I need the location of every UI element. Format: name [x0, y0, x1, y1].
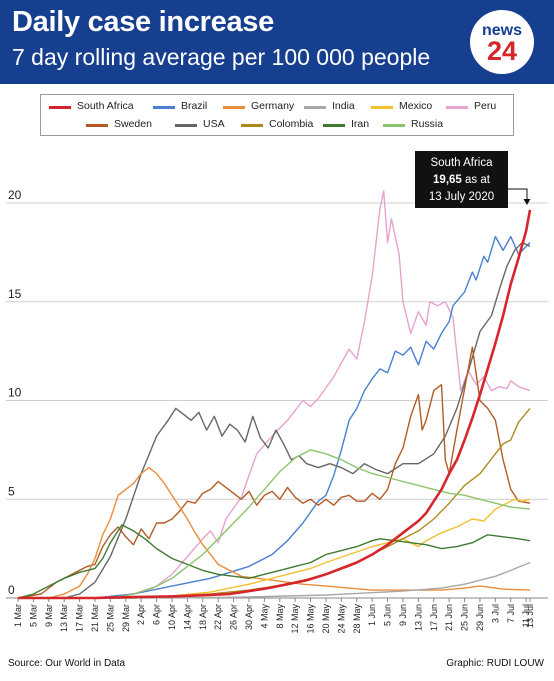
x-tick-label: 10 Apr	[167, 604, 177, 630]
x-tick-label: 25 Mar	[105, 604, 115, 632]
annotation-arrow-icon	[523, 199, 531, 205]
y-axis-ticks: 0 5 10 15 20	[8, 188, 22, 597]
header-banner: Daily case increase 7 day rolling averag…	[0, 0, 554, 84]
x-tick-label: 28 May	[352, 604, 362, 634]
y-tick-label: 10	[8, 386, 22, 400]
annotation-leader	[508, 188, 528, 200]
x-tick-label: 18 Apr	[198, 604, 208, 630]
x-tick-label: 1 Mar	[13, 604, 23, 627]
legend-label: Russia	[411, 118, 444, 130]
x-tick-label: 5 Jun	[383, 604, 393, 626]
x-tick-label: 7 Jul	[506, 604, 516, 623]
logo-text-top: news	[481, 22, 522, 39]
y-tick-label: 15	[8, 287, 22, 301]
y-tick-label: 5	[8, 484, 15, 498]
legend-label: USA	[203, 118, 225, 130]
annotation-value: 19,65	[433, 174, 462, 186]
series-line-usa	[18, 241, 531, 599]
series-line-india	[18, 561, 531, 599]
x-tick-label: 25 Jun	[460, 604, 470, 631]
x-tick-label: 11 Jul	[521, 604, 531, 627]
series-line-germany	[18, 466, 531, 599]
x-tick-label: 3 Jul	[490, 604, 500, 623]
x-tick-label: 6 Apr	[152, 604, 162, 625]
x-tick-label: 13 Mar	[59, 604, 69, 632]
x-tick-label: 13 Jul	[525, 604, 535, 628]
legend-swatch	[153, 106, 175, 109]
x-tick-label: 22 Apr	[213, 604, 223, 630]
page-title: Daily case increase	[12, 6, 274, 38]
series-lines	[17, 190, 532, 600]
x-tick-label: 17 Jun	[429, 604, 439, 631]
legend-swatch	[175, 124, 197, 127]
x-tick-label: 14 Apr	[182, 604, 192, 630]
annotation-callout: South Africa 19,65 as at 13 July 2020	[415, 151, 531, 208]
x-tick-label: 9 Jun	[398, 604, 408, 626]
logo-text-bottom: 24	[486, 36, 518, 66]
x-tick-label: 13 Jun	[413, 604, 423, 631]
x-tick-label: 29 Jun	[475, 604, 485, 631]
legend-label: Germany	[251, 100, 295, 112]
legend-label: Brazil	[181, 100, 208, 112]
legend-label: Peru	[474, 100, 497, 112]
series-line-sweden	[17, 346, 531, 599]
x-tick-label: 20 May	[321, 604, 331, 634]
news24-logo: news 24	[470, 10, 534, 74]
legend-swatch	[304, 106, 326, 109]
series-line-colombia	[18, 407, 531, 599]
x-tick-label: 17 Mar	[75, 604, 85, 632]
x-tick-label: 4 May	[259, 604, 269, 629]
legend-swatch	[86, 124, 108, 127]
series-line-peru	[18, 190, 531, 599]
x-tick-label: 8 May	[275, 604, 285, 629]
annotation-line-2: 19,65 as at	[433, 174, 491, 186]
x-tick-label: 2 Apr	[136, 604, 146, 625]
series-line-brazil	[18, 235, 531, 599]
y-tick-label: 20	[8, 188, 22, 202]
graphic-credit: Graphic: RUDI LOUW	[446, 658, 544, 669]
legend-swatch	[383, 124, 405, 127]
legend-label: Mexico	[399, 100, 433, 112]
legend-label: Sweden	[114, 118, 152, 130]
page-subtitle: 7 day rolling average per 100 000 people	[12, 44, 431, 70]
legend-swatch	[241, 124, 263, 127]
x-tick-label: 12 May	[290, 604, 300, 634]
chart-legend: South Africa Brazil Germany India Mexico…	[40, 94, 514, 136]
x-tick-label: 5 Mar	[28, 604, 38, 627]
annotation-value-suffix: as at	[462, 174, 491, 186]
legend-swatch	[323, 124, 345, 127]
legend-label: Iran	[351, 118, 370, 130]
x-tick-label: 16 May	[306, 604, 316, 634]
series-line-south-africa	[18, 209, 532, 600]
legend-swatch	[371, 106, 393, 109]
legend-label: Colombia	[269, 118, 314, 130]
x-tick-label: 21 Jun	[444, 604, 454, 631]
legend-label: South Africa	[77, 100, 134, 112]
x-tick-label: 1 Jun	[367, 604, 377, 626]
gridlines	[6, 202, 548, 599]
x-tick-label: 30 Apr	[244, 604, 254, 630]
legend-label: India	[332, 100, 355, 112]
x-tick-label: 26 Apr	[229, 604, 239, 630]
source-note: Source: Our World in Data	[8, 658, 126, 669]
x-tick-label: 24 May	[336, 604, 346, 634]
legend-swatch	[446, 106, 468, 109]
x-tick-label: 9 Mar	[44, 604, 54, 627]
series-line-russia	[18, 449, 531, 599]
legend-swatch	[223, 106, 245, 109]
annotation-line-3: 13 July 2020	[429, 191, 494, 203]
y-tick-label: 0	[8, 583, 15, 597]
legend-swatch	[49, 106, 71, 109]
annotation-box	[415, 151, 508, 208]
x-tick-label: 29 Mar	[121, 604, 131, 632]
x-axis-ticks: 1 Mar 5 Mar 9 Mar 13 Mar 17 Mar 21 Mar 25 Mar 2…	[13, 598, 535, 634]
annotation-line-1: South Africa	[430, 157, 493, 169]
series-line-iran	[17, 524, 531, 599]
x-tick-label: 21 Mar	[90, 604, 100, 632]
